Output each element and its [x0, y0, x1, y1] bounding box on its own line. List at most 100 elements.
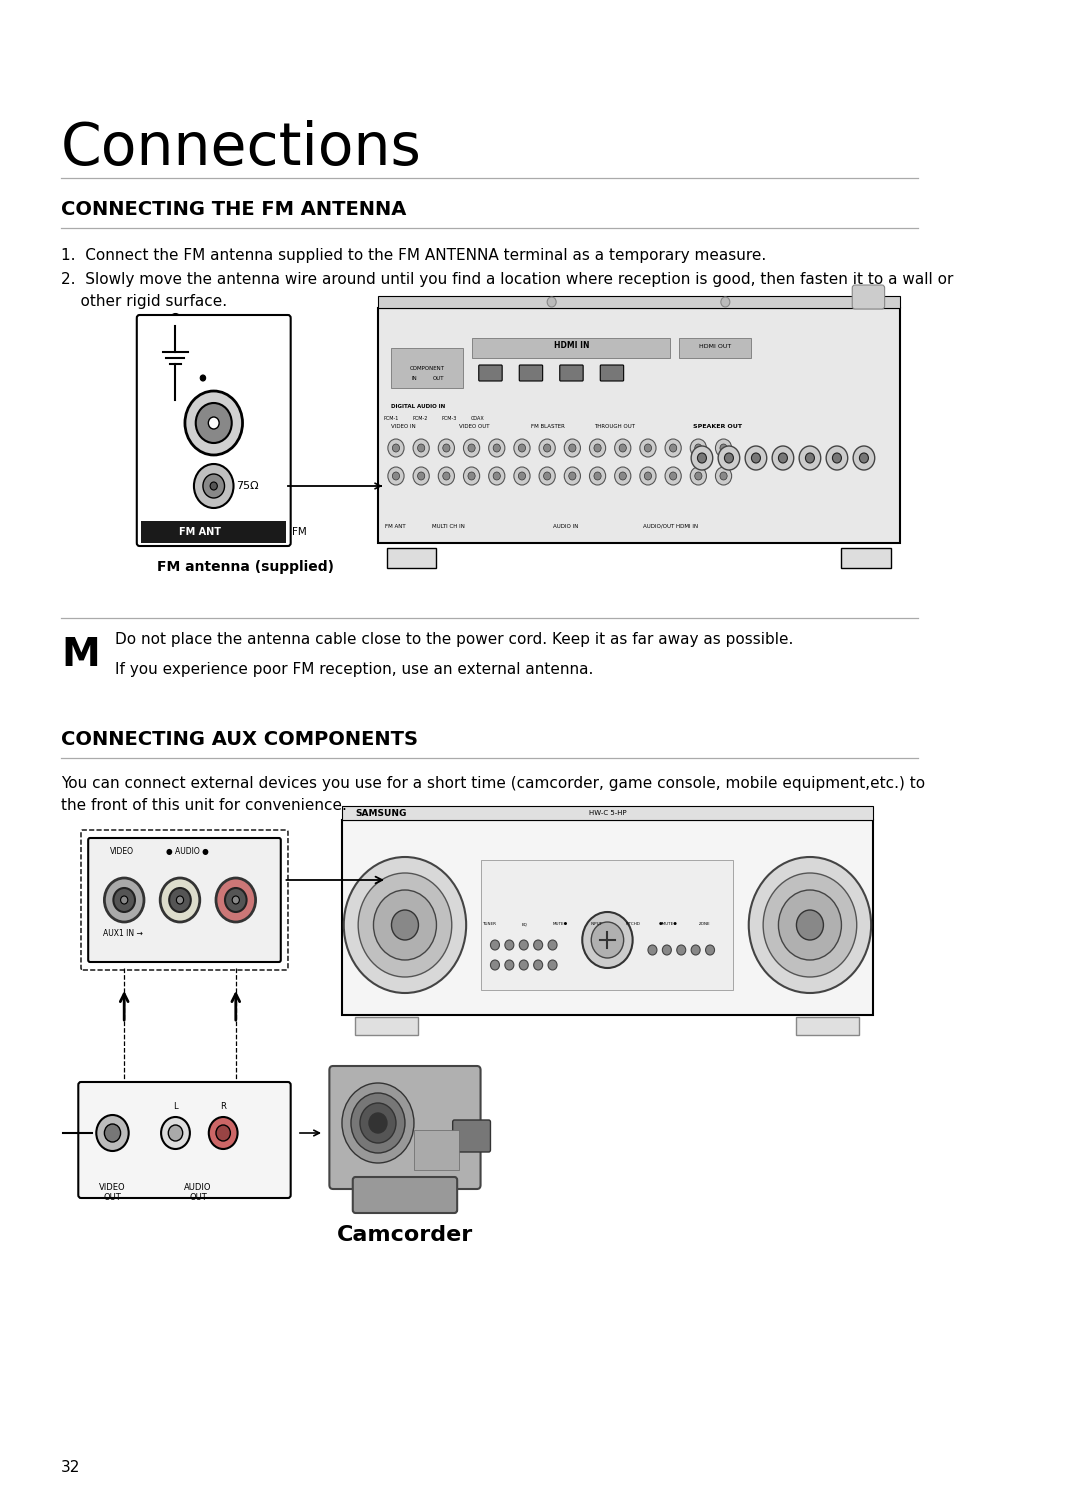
Circle shape [645, 472, 651, 480]
Circle shape [582, 912, 633, 968]
Circle shape [779, 890, 841, 959]
Text: If you experience poor FM reception, use an external antenna.: If you experience poor FM reception, use… [116, 662, 594, 677]
Circle shape [418, 472, 424, 480]
Circle shape [514, 440, 530, 457]
Text: L: L [173, 1102, 178, 1111]
Circle shape [463, 466, 480, 486]
Circle shape [806, 453, 814, 463]
Bar [387, 548, 436, 567]
FancyBboxPatch shape [353, 1178, 457, 1213]
Text: HDMI IN: HDMI IN [554, 342, 590, 350]
Circle shape [619, 472, 626, 480]
Circle shape [463, 440, 480, 457]
Circle shape [718, 446, 740, 469]
Text: AUDIO/OUT HDMI IN: AUDIO/OUT HDMI IN [644, 524, 699, 529]
Circle shape [518, 444, 526, 451]
Text: INPUT: INPUT [591, 922, 603, 927]
Circle shape [833, 453, 841, 463]
Circle shape [438, 466, 455, 486]
Circle shape [853, 446, 875, 469]
Circle shape [413, 466, 429, 486]
Circle shape [342, 1083, 414, 1163]
Circle shape [665, 440, 681, 457]
Circle shape [232, 895, 240, 904]
Text: SPEAKER OUT: SPEAKER OUT [693, 425, 742, 429]
Circle shape [594, 444, 602, 451]
Circle shape [715, 466, 731, 486]
Circle shape [494, 472, 500, 480]
Text: MULTI CH IN: MULTI CH IN [432, 524, 464, 529]
Text: PCM-2: PCM-2 [413, 416, 428, 422]
Text: OUT: OUT [432, 376, 444, 382]
Text: EQ: EQ [522, 922, 528, 927]
Circle shape [720, 472, 727, 480]
Circle shape [518, 472, 526, 480]
Circle shape [170, 313, 180, 327]
Text: AUDIO IN: AUDIO IN [553, 524, 579, 529]
Text: R: R [220, 1102, 226, 1111]
Text: VIDEO
OUT: VIDEO OUT [99, 1184, 125, 1203]
Circle shape [615, 466, 631, 486]
FancyBboxPatch shape [78, 1083, 291, 1198]
Text: ● AUDIO ●: ● AUDIO ● [166, 846, 210, 855]
Text: 2.  Slowly move the antenna wire around until you find a location where receptio: 2. Slowly move the antenna wire around u… [62, 272, 954, 287]
Circle shape [504, 959, 514, 970]
Circle shape [569, 472, 576, 480]
Circle shape [799, 446, 821, 469]
Circle shape [796, 910, 823, 940]
Circle shape [534, 940, 542, 950]
Circle shape [564, 440, 580, 457]
FancyBboxPatch shape [559, 365, 583, 382]
Circle shape [590, 440, 606, 457]
Text: AUDIO
OUT: AUDIO OUT [185, 1184, 212, 1203]
Circle shape [351, 1093, 405, 1152]
Circle shape [543, 472, 551, 480]
Circle shape [418, 444, 424, 451]
Text: Connections: Connections [62, 120, 422, 177]
Text: FM ANT: FM ANT [386, 524, 406, 529]
Bar [355, 1017, 418, 1035]
Circle shape [369, 1112, 387, 1133]
Circle shape [200, 376, 205, 382]
Circle shape [648, 944, 657, 955]
Text: 1.  Connect the FM antenna supplied to the FM ANTENNA terminal as a temporary me: 1. Connect the FM antenna supplied to th… [62, 248, 767, 263]
Circle shape [438, 440, 455, 457]
Circle shape [764, 873, 856, 977]
Circle shape [170, 888, 191, 912]
Circle shape [694, 472, 702, 480]
Circle shape [211, 483, 217, 490]
Circle shape [360, 1103, 396, 1143]
Text: M: M [62, 636, 100, 674]
Circle shape [534, 959, 542, 970]
Text: VIDEO OUT: VIDEO OUT [459, 425, 489, 429]
Circle shape [185, 391, 243, 454]
Text: ●MUTE●: ●MUTE● [659, 922, 678, 927]
FancyBboxPatch shape [89, 838, 281, 962]
Circle shape [391, 910, 418, 940]
Text: other rigid surface.: other rigid surface. [62, 294, 227, 309]
Circle shape [494, 444, 500, 451]
Circle shape [113, 888, 135, 912]
Circle shape [619, 444, 626, 451]
Text: FM: FM [293, 527, 307, 538]
Text: PITCHD: PITCHD [625, 922, 640, 927]
Text: AUX1 IN →: AUX1 IN → [103, 930, 143, 939]
Circle shape [488, 440, 504, 457]
Circle shape [725, 453, 733, 463]
Circle shape [548, 297, 556, 307]
Bar [472, 339, 671, 358]
Circle shape [519, 959, 528, 970]
Circle shape [670, 472, 677, 480]
Bar [378, 307, 900, 544]
Circle shape [670, 444, 677, 451]
Circle shape [194, 463, 233, 508]
Circle shape [691, 944, 700, 955]
Circle shape [543, 444, 551, 451]
Circle shape [343, 857, 467, 993]
Circle shape [490, 959, 499, 970]
Text: PCM-1: PCM-1 [383, 416, 400, 422]
Text: HW-C 5-HP: HW-C 5-HP [589, 809, 626, 815]
Circle shape [715, 440, 731, 457]
Circle shape [748, 857, 872, 993]
Circle shape [720, 297, 730, 307]
